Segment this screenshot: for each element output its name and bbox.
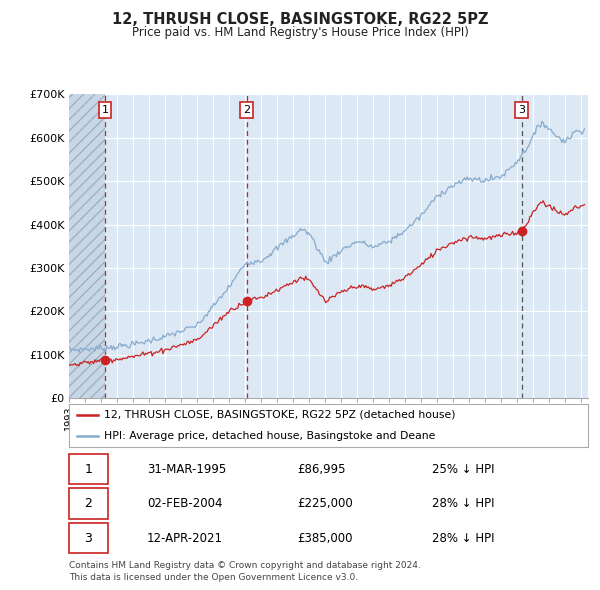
Text: 12-APR-2021: 12-APR-2021 [147,532,223,545]
Text: 28% ↓ HPI: 28% ↓ HPI [432,497,495,510]
Text: HPI: Average price, detached house, Basingstoke and Deane: HPI: Average price, detached house, Basi… [104,431,436,441]
FancyBboxPatch shape [69,489,108,519]
Bar [69,94,105,398]
Text: 02-FEB-2004: 02-FEB-2004 [147,497,223,510]
FancyBboxPatch shape [69,454,108,484]
Text: £225,000: £225,000 [298,497,353,510]
Text: 12, THRUSH CLOSE, BASINGSTOKE, RG22 5PZ: 12, THRUSH CLOSE, BASINGSTOKE, RG22 5PZ [112,12,488,27]
Text: 28% ↓ HPI: 28% ↓ HPI [432,532,495,545]
Text: Price paid vs. HM Land Registry's House Price Index (HPI): Price paid vs. HM Land Registry's House … [131,26,469,39]
Text: 1: 1 [85,463,92,476]
Text: 2: 2 [243,105,250,115]
Text: 3: 3 [85,532,92,545]
Text: £86,995: £86,995 [298,463,346,476]
Text: 3: 3 [518,105,525,115]
Text: 2: 2 [85,497,92,510]
Text: Contains HM Land Registry data © Crown copyright and database right 2024.
This d: Contains HM Land Registry data © Crown c… [69,560,421,582]
Text: £385,000: £385,000 [298,532,353,545]
Text: 25% ↓ HPI: 25% ↓ HPI [432,463,495,476]
Text: 1: 1 [101,105,109,115]
Text: 31-MAR-1995: 31-MAR-1995 [147,463,226,476]
Text: 12, THRUSH CLOSE, BASINGSTOKE, RG22 5PZ (detached house): 12, THRUSH CLOSE, BASINGSTOKE, RG22 5PZ … [104,410,456,419]
FancyBboxPatch shape [69,523,108,553]
